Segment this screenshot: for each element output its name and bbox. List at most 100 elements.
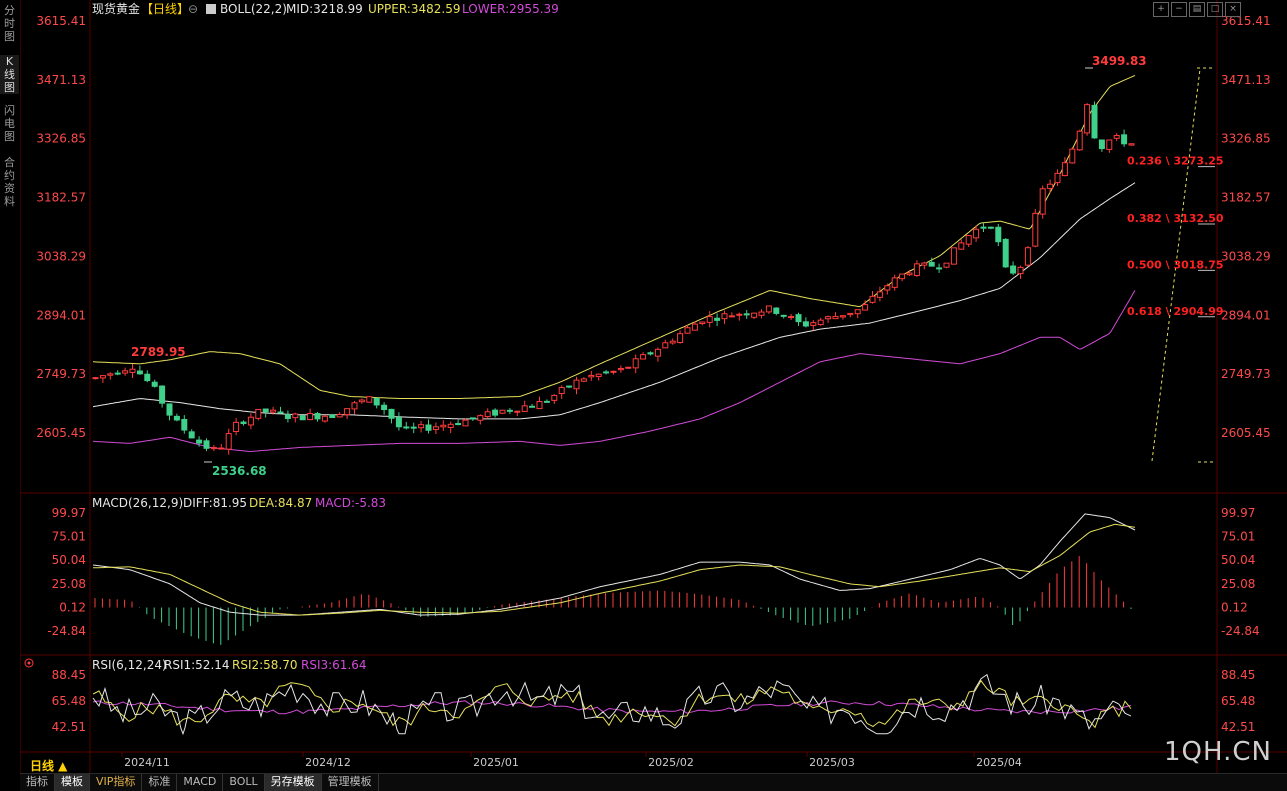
candle-down	[936, 267, 943, 270]
tab-templates[interactable]: 模板	[55, 774, 90, 791]
rsi-lines	[92, 673, 1132, 736]
candle-up	[847, 312, 854, 316]
main-axis-left-tick: 2749.73	[36, 367, 86, 381]
candle-down	[136, 370, 143, 375]
rsi3-line	[92, 700, 1132, 715]
candle-down	[492, 409, 499, 416]
watermark-logo: 1QH.CN	[1164, 737, 1272, 767]
macd-axis-left-tick: 99.97	[52, 506, 86, 520]
candle-up	[691, 323, 698, 331]
layout-icon[interactable]: ▤	[1189, 2, 1205, 17]
main-axis-right-tick: 3326.85	[1221, 132, 1271, 146]
candle-down	[1091, 104, 1098, 139]
candle-down	[928, 261, 935, 267]
candle-down	[159, 385, 166, 404]
macd-axis-left-tick: 0.12	[59, 600, 86, 614]
candle-up	[1061, 162, 1068, 177]
candle-up	[536, 401, 543, 410]
candle-up	[477, 415, 484, 421]
maximize-icon[interactable]: □	[1207, 2, 1223, 17]
candle-up	[943, 262, 950, 268]
rsi-axis-right: 88.45 65.48 42.51	[1221, 668, 1255, 734]
candle-up	[839, 315, 846, 318]
sidebar-item-contract-info[interactable]: 合 约 资 料	[4, 156, 15, 208]
tab-save-template[interactable]: 另存模板	[264, 774, 322, 791]
add-window-icon[interactable]: +	[1153, 2, 1169, 17]
sidebar-item-kline[interactable]: K 线 图	[0, 55, 19, 94]
x-axis-label: 2025/02	[648, 756, 694, 769]
candle-down	[240, 421, 247, 425]
candle-up	[1024, 247, 1031, 266]
candle-up	[617, 367, 624, 371]
candle-down	[381, 404, 388, 411]
boll-lower-band	[92, 290, 1136, 453]
tab-macd[interactable]: MACD	[177, 774, 224, 791]
candle-down	[647, 352, 654, 355]
x-axis-label: 2024/11	[124, 756, 170, 769]
macd-name: MACD(26,12,9)	[92, 496, 183, 510]
candle-up	[292, 413, 299, 419]
candle-down	[743, 313, 750, 316]
candle-up	[765, 305, 772, 313]
window-toolbar: + − ▤ □ ×	[1153, 2, 1241, 17]
period-selector[interactable]: 日线 ▲	[30, 759, 68, 773]
candle-up	[899, 273, 906, 280]
candle-up	[447, 423, 454, 428]
candle-down	[203, 440, 210, 449]
macd-diff-line	[92, 513, 1136, 616]
candle-up	[99, 375, 106, 379]
tab-vip-indicators[interactable]: VIP指标	[90, 774, 143, 791]
candle-up	[107, 373, 114, 376]
macd-axis-right-tick: -24.84	[1221, 624, 1260, 638]
sidebar-item-timeshare[interactable]: 分 时 图	[4, 4, 15, 43]
macd-header: MACD(26,12,9) DIFF:81.95 DEA:84.87 MACD:…	[92, 496, 386, 510]
boll-mid: MID:3218.99	[286, 2, 363, 16]
x-axis-label: 2025/01	[473, 756, 519, 769]
candle-down	[455, 423, 462, 426]
rsi-axis-right-tick: 65.48	[1221, 694, 1255, 708]
sidebar-item-flash[interactable]: 闪 电 图	[4, 104, 15, 143]
fib-level-label: 0.382 \ 3132.50	[1127, 212, 1224, 225]
candle-down	[144, 373, 151, 382]
candle-down	[802, 321, 809, 327]
candle-up	[122, 370, 129, 374]
tab-manage-templates[interactable]: 管理模板	[322, 774, 379, 791]
main-axis-right-tick: 3471.13	[1221, 73, 1271, 87]
rsi3-value: RSI3:61.64	[301, 658, 367, 672]
candle-up	[573, 379, 580, 390]
rsi-axis-left-tick: 65.48	[52, 694, 86, 708]
candle-up	[462, 419, 469, 427]
candle-up	[1047, 183, 1054, 189]
candle-up	[1128, 143, 1135, 146]
rsi-record-dot	[27, 661, 31, 665]
candle-down	[1098, 139, 1105, 150]
candle-down	[566, 385, 573, 388]
candle-down	[151, 381, 158, 387]
candle-down	[114, 372, 121, 375]
tab-indicators[interactable]: 指标	[20, 774, 55, 791]
close-icon[interactable]: ×	[1225, 2, 1241, 17]
tab-standard[interactable]: 标准	[142, 774, 178, 791]
boll-lower: LOWER:2955.39	[462, 2, 559, 16]
candle-up	[825, 316, 832, 320]
candle-down	[373, 397, 380, 406]
candle-down	[773, 307, 780, 314]
candle-up	[92, 377, 99, 380]
x-axis-label: 2025/04	[976, 756, 1022, 769]
candle-up	[884, 285, 891, 291]
candle-up	[906, 272, 913, 276]
bottom-tab-bar: 指标 模板 VIP指标 标准 MACD BOLL 另存模板 管理模板	[20, 773, 1287, 791]
remove-window-icon[interactable]: −	[1171, 2, 1187, 17]
main-axis-left-tick: 3471.13	[36, 73, 86, 87]
candle-up	[514, 410, 521, 413]
candle-up	[1113, 134, 1120, 139]
candle-up	[551, 394, 558, 401]
rsi-record-icon[interactable]	[24, 658, 34, 668]
candle-up	[595, 373, 602, 378]
candle-down	[980, 226, 987, 229]
main-axis-right-tick: 2749.73	[1221, 367, 1271, 381]
tab-boll[interactable]: BOLL	[223, 774, 265, 791]
fib-level-label: 0.618 \ 2904.99	[1127, 305, 1224, 318]
prior-high-annotation: 2789.95	[131, 345, 186, 359]
